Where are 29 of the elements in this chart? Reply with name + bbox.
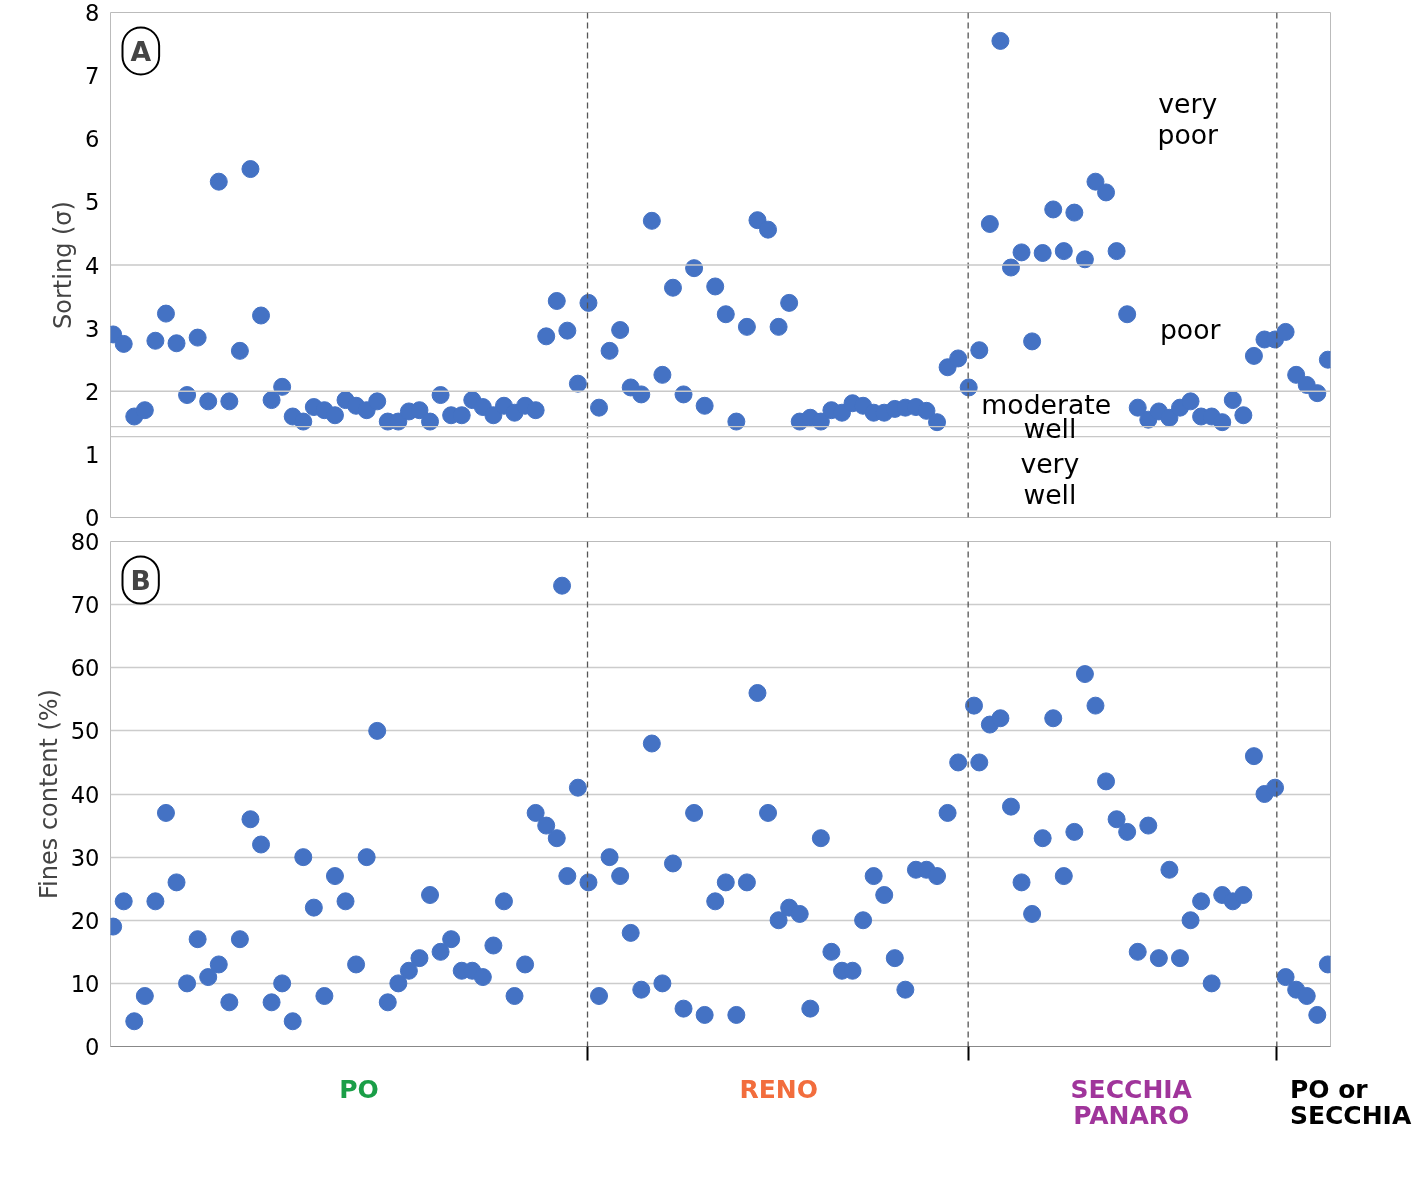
y-tick-label: 7 — [85, 63, 100, 90]
text: PO or SECCHIA — [1289, 1075, 1412, 1131]
text: RENO — [739, 1075, 818, 1104]
y-tick-label: 20 — [70, 907, 100, 934]
y-tick-label: 30 — [70, 844, 100, 871]
annotation: B — [130, 564, 151, 596]
text: PO — [339, 1075, 379, 1104]
y-tick-label: 6 — [85, 126, 100, 153]
y-tick-label: 3 — [85, 315, 100, 342]
annotation: very poor — [1157, 87, 1219, 150]
y-tick-label: 8 — [85, 0, 100, 26]
y-tick-label: 60 — [70, 655, 100, 682]
y-tick-label: 80 — [70, 529, 100, 555]
y-tick-label: 0 — [85, 505, 100, 531]
y-tick-label: 10 — [70, 970, 100, 997]
text: SECCHIA PANARO — [1070, 1075, 1192, 1131]
y-tick-label: 40 — [70, 781, 100, 808]
y-tick-label: 4 — [85, 252, 100, 279]
y-axis-title: Sorting (σ) — [49, 201, 78, 329]
y-tick-label: 1 — [85, 441, 100, 468]
y-tick-label: 5 — [85, 189, 100, 216]
y-tick-label: 50 — [70, 718, 100, 745]
y-axis-title: Fines content (%) — [34, 689, 63, 899]
y-tick-label: 70 — [70, 592, 100, 619]
y-tick-label: 2 — [85, 378, 100, 405]
annotation: poor — [1159, 313, 1221, 345]
y-tick-label: 0 — [85, 1034, 100, 1060]
annotation: very well — [1020, 448, 1080, 511]
annotation: A — [130, 35, 152, 67]
